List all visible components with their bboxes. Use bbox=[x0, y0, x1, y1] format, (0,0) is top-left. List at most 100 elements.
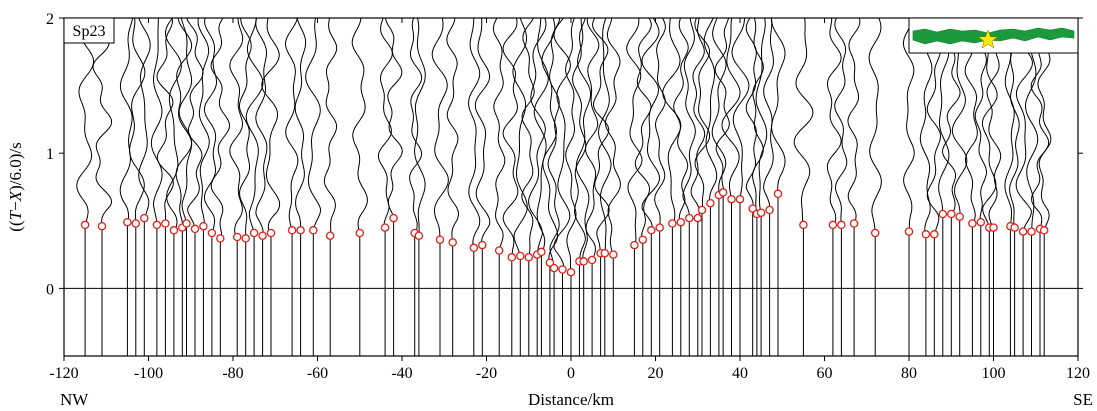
seismic-trace bbox=[255, 18, 268, 356]
pick-marker bbox=[668, 219, 677, 228]
pick-marker bbox=[727, 194, 736, 204]
seismic-trace bbox=[385, 18, 403, 356]
pick-marker bbox=[140, 213, 149, 223]
seismic-trace bbox=[1024, 18, 1039, 356]
pick-marker bbox=[849, 219, 859, 228]
seismic-trace bbox=[528, 18, 547, 356]
seismic-trace bbox=[502, 18, 519, 356]
pick-marker bbox=[765, 205, 774, 215]
seismic-traces bbox=[76, 18, 1052, 356]
seismic-trace bbox=[150, 18, 163, 356]
pick-marker bbox=[232, 232, 242, 242]
seismic-trace bbox=[547, 18, 561, 356]
pick-marker bbox=[131, 219, 141, 228]
pick-marker bbox=[516, 251, 525, 261]
pick-marker bbox=[989, 223, 998, 232]
seismic-trace bbox=[1030, 18, 1050, 356]
pick-marker bbox=[448, 238, 457, 247]
pick-marker bbox=[697, 205, 707, 215]
pick-marker bbox=[355, 228, 365, 238]
seismic-trace bbox=[731, 18, 750, 356]
seismic-trace bbox=[210, 18, 231, 356]
pick-marker bbox=[938, 209, 948, 219]
seismic-trace bbox=[229, 18, 244, 356]
pick-marker bbox=[693, 213, 703, 223]
seismic-trace bbox=[694, 18, 711, 356]
seismic-trace bbox=[585, 18, 600, 356]
profile-line-map bbox=[912, 27, 1075, 45]
pick-marker bbox=[524, 253, 534, 262]
seismic-trace bbox=[575, 18, 592, 356]
pick-marker bbox=[258, 231, 267, 240]
seismic-trace bbox=[937, 18, 950, 356]
pick-marker bbox=[566, 267, 576, 277]
pick-marker bbox=[655, 223, 664, 232]
pick-marker bbox=[955, 212, 964, 221]
seismic-trace bbox=[238, 18, 252, 356]
seismic-trace bbox=[261, 18, 281, 356]
pick-marker bbox=[207, 228, 217, 238]
seismic-trace bbox=[474, 18, 491, 356]
seismic-trace bbox=[565, 18, 577, 356]
seismic-trace bbox=[951, 18, 968, 356]
seismic-trace bbox=[974, 18, 988, 356]
seismic-trace bbox=[533, 18, 549, 356]
x-tick-label: 120 bbox=[1066, 365, 1090, 382]
pick-marker bbox=[1010, 223, 1019, 232]
seismic-trace bbox=[926, 18, 942, 356]
seismic-trace bbox=[597, 18, 612, 356]
pick-marker bbox=[706, 198, 715, 208]
pick-marker bbox=[587, 255, 597, 265]
x-tick-label: -40 bbox=[391, 365, 412, 382]
seismic-trace bbox=[1012, 18, 1033, 356]
seismic-trace bbox=[156, 18, 174, 356]
pick-marker bbox=[947, 209, 956, 219]
seismic-trace bbox=[847, 18, 861, 356]
seismic-trace bbox=[941, 18, 961, 356]
pick-marker bbox=[1027, 227, 1036, 236]
seismic-trace bbox=[902, 18, 915, 356]
seismic-trace bbox=[592, 18, 610, 356]
pick-marker bbox=[609, 250, 618, 259]
seismic-trace bbox=[1037, 18, 1052, 356]
seismic-trace bbox=[446, 18, 460, 356]
seismic-trace bbox=[771, 18, 786, 356]
pick-marker bbox=[756, 208, 766, 217]
seismic-trace bbox=[431, 18, 449, 356]
pick-marker bbox=[921, 230, 931, 239]
pick-marker bbox=[968, 219, 977, 228]
pick-marker bbox=[287, 226, 297, 235]
seismic-trace bbox=[76, 18, 94, 356]
seismic-trace bbox=[868, 18, 882, 356]
x-tick-label: 80 bbox=[901, 365, 917, 382]
seismic-trace bbox=[703, 18, 718, 356]
seismic-trace bbox=[284, 18, 299, 356]
panel-label-box: Sp23 bbox=[63, 17, 115, 44]
pick-marker bbox=[799, 220, 808, 230]
y-tick-label: 2 bbox=[46, 11, 54, 28]
seismic-trace bbox=[834, 18, 848, 356]
seismic-trace bbox=[793, 18, 814, 356]
pick-marker bbox=[558, 265, 567, 274]
pick-marker bbox=[249, 228, 259, 238]
seismic-trace bbox=[1009, 18, 1020, 356]
x-tick-label: -20 bbox=[476, 365, 497, 382]
seismic-trace bbox=[245, 18, 264, 356]
pick-marker bbox=[241, 234, 250, 243]
pick-marker bbox=[545, 258, 555, 267]
seismic-trace bbox=[512, 18, 528, 356]
pick-marker bbox=[266, 228, 276, 238]
pick-marker bbox=[478, 240, 487, 250]
seismic-trace bbox=[468, 18, 481, 356]
pick-marker bbox=[837, 220, 846, 230]
seismic-trace bbox=[175, 18, 193, 356]
seismic-trace bbox=[351, 18, 368, 356]
pick-marker bbox=[296, 226, 305, 235]
pick-marker bbox=[549, 263, 559, 273]
seismic-trace bbox=[654, 18, 666, 356]
seismic-trace bbox=[572, 18, 587, 356]
seismic-trace bbox=[964, 18, 978, 356]
pick-marker bbox=[870, 228, 880, 238]
pick-marker bbox=[309, 226, 318, 235]
pick-marker bbox=[718, 188, 728, 197]
